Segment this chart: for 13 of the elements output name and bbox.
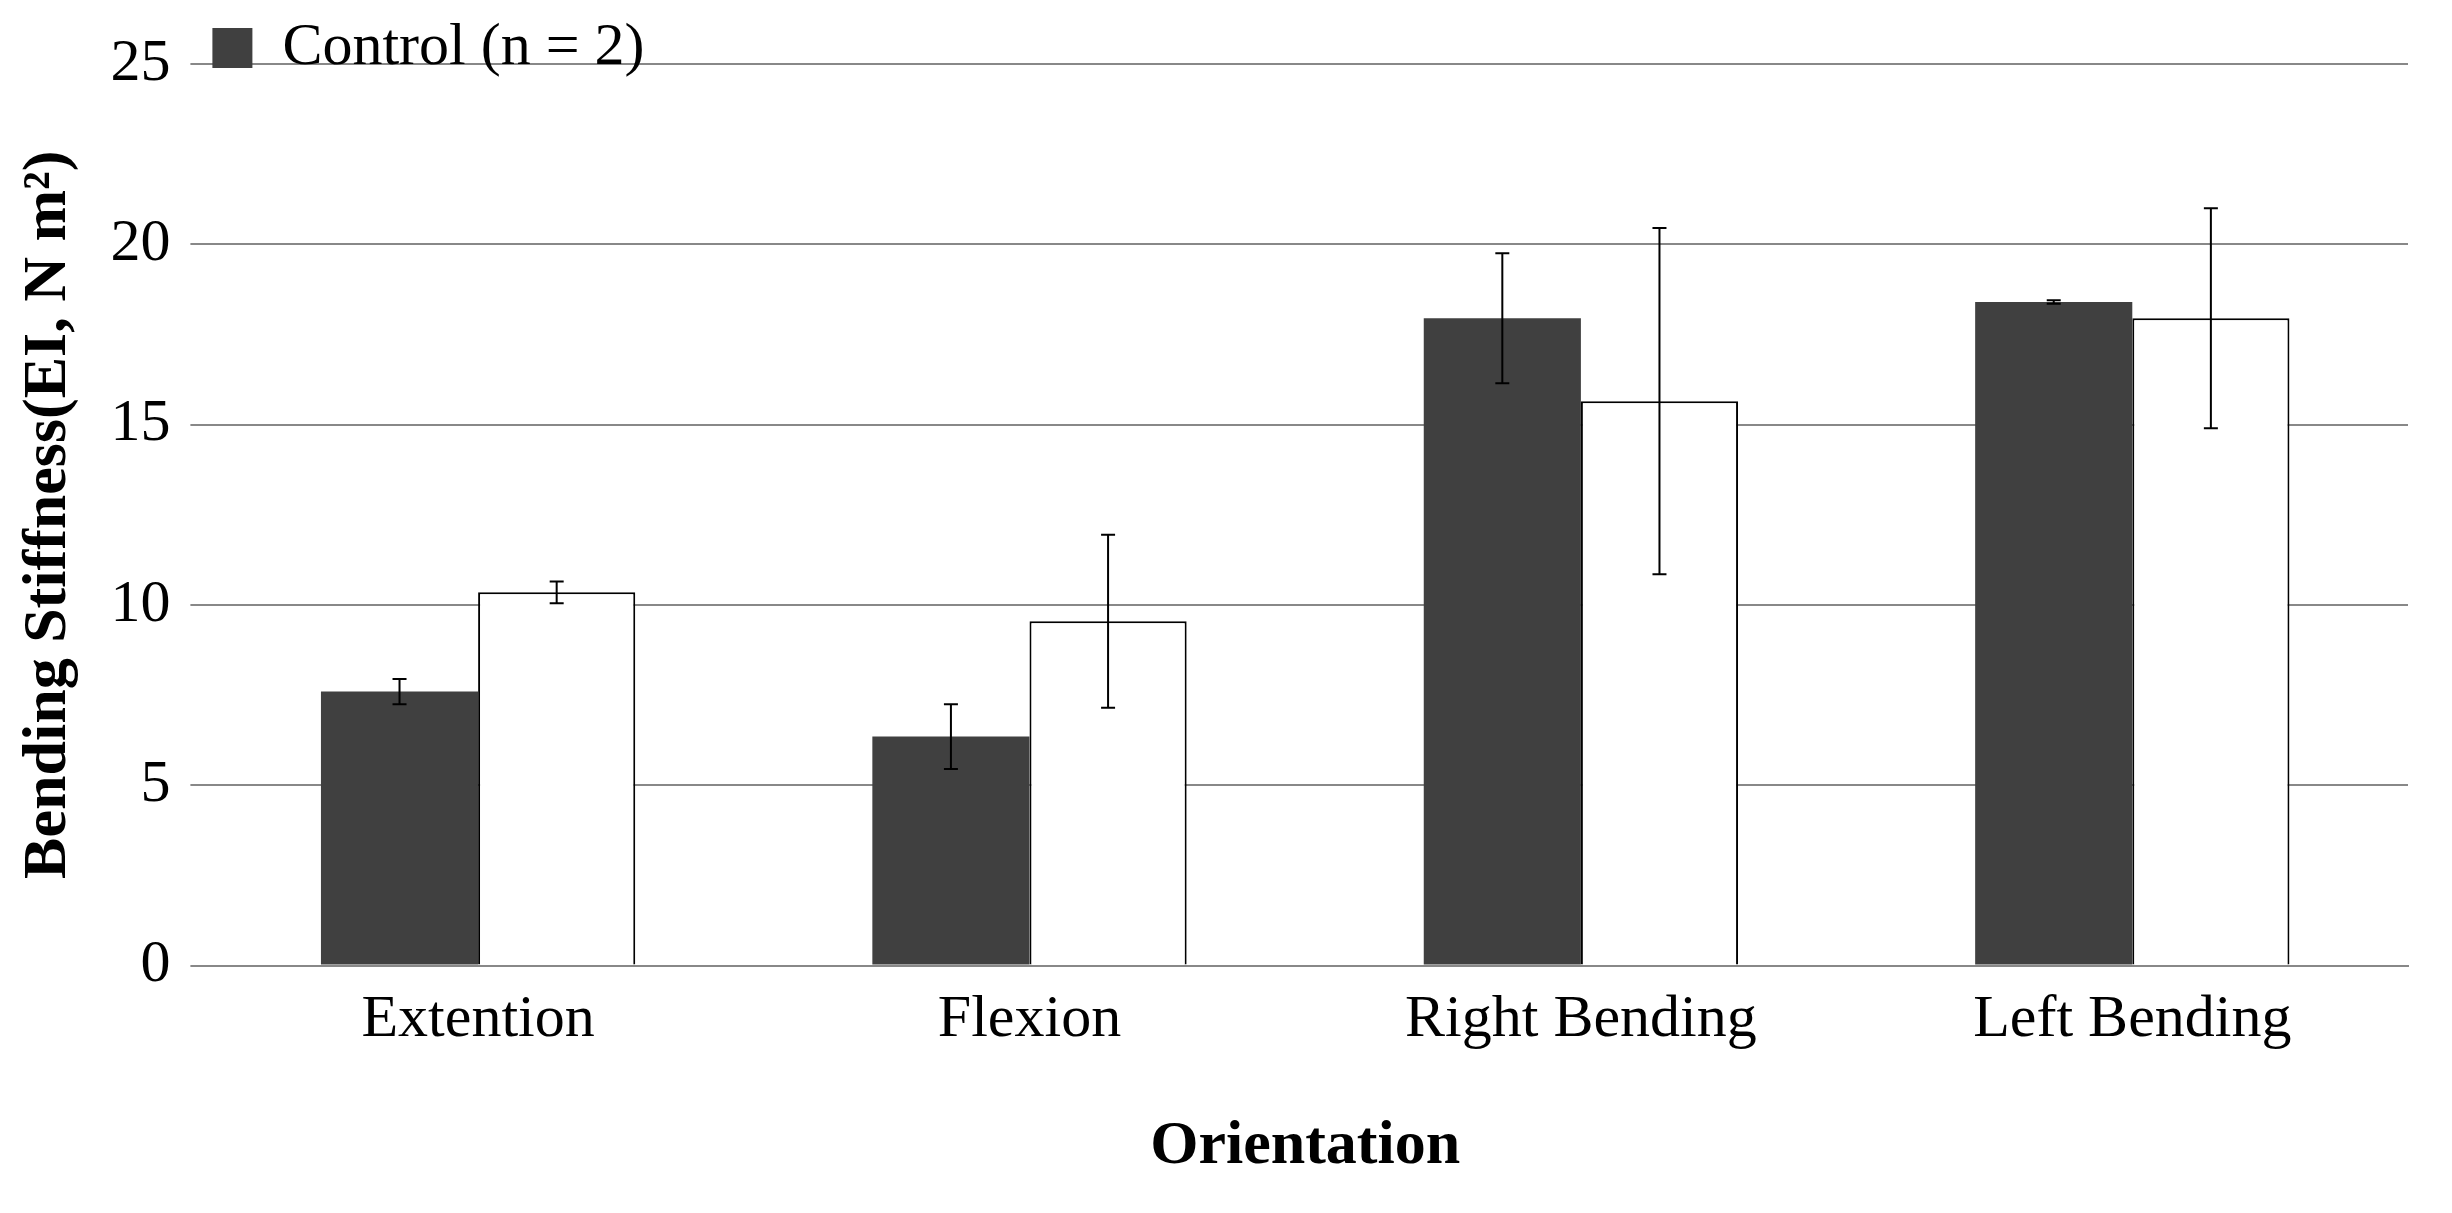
y-tick-label: 5 xyxy=(140,748,171,815)
y-tick-label: 25 xyxy=(110,26,171,93)
x-tick-label: Extention xyxy=(361,983,595,1050)
legend-label: Control (n = 2) xyxy=(282,10,645,77)
y-tick-label: 0 xyxy=(140,928,171,995)
y-tick-label: 15 xyxy=(110,387,171,454)
x-axis-title: Orientation xyxy=(1150,1107,1461,1176)
y-tick-label: 10 xyxy=(110,567,171,634)
x-tick-label: Right Bending xyxy=(1405,983,1757,1050)
y-tick-label: 20 xyxy=(110,207,171,274)
x-tick-label: Left Bending xyxy=(1973,983,2292,1050)
x-tick-label: Flexion xyxy=(937,983,1122,1050)
y-axis-title: Bending Stiffness(EI, N m²) xyxy=(10,150,80,879)
